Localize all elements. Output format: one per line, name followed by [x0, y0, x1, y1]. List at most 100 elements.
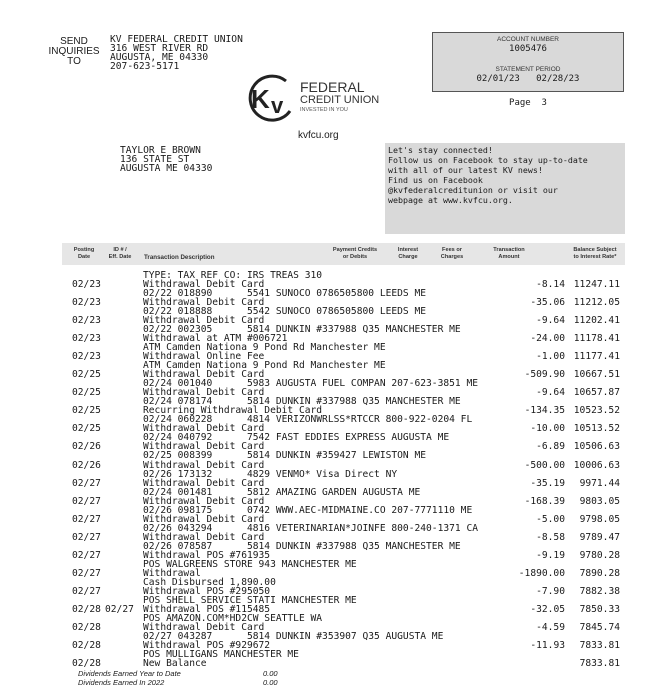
description-line2: 02/22 018890 5541 SUNOCO 0786505800 LEED… — [143, 288, 427, 299]
transaction-amount: -6.89 — [536, 441, 565, 453]
address-line: AUGUSTA, ME 04330 — [110, 52, 209, 63]
transaction-row: 02/23 Withdrawal Online Fee ATM Camden Nat… — [0, 351, 645, 372]
description-line1: Withdrawal POS #115485 — [143, 603, 271, 615]
description-line1: Withdrawal Debit Card — [143, 459, 265, 471]
balance: 10513.52 — [573, 423, 620, 435]
transaction-row: 02/28 02/27 Withdrawal POS #115485 POS AMAZ… — [0, 603, 645, 624]
description-line2: 02/24 060228 4814 VERIZONWRLSS*RTCCR 800… — [143, 414, 473, 426]
send-inquiries-line: INQUIRIES — [48, 46, 100, 57]
transaction-row: 02/26 Withdrawal Debit Card 02/25 008399 5… — [0, 441, 645, 462]
posting-date: 02/23 — [72, 279, 101, 290]
description-line1: Withdrawal Debit Card — [143, 369, 265, 381]
description-line1: Withdrawal POS #295050 — [143, 585, 271, 597]
posting-date: 02/28 — [72, 603, 101, 615]
effective-date: 02/27 — [105, 603, 134, 615]
description-line2: 02/24 001040 5983 AUGUSTA FUEL COMPAN 20… — [143, 378, 479, 390]
transaction-row: 02/27 Withdrawal POS #761935 POS WALGREENS… — [0, 549, 645, 570]
description-line2: ATM Camden Nationa 9 Pond Rd Manchester … — [143, 360, 386, 372]
transaction-row: 02/27 Withdrawal POS #295050 POS SHELL SER… — [0, 585, 645, 606]
transaction-amount: -8.14 — [536, 279, 565, 290]
address-line: 207-623-5171 — [110, 61, 180, 72]
dividend-row: Dividends Earned In 2022 0.00 — [78, 678, 278, 687]
transaction-row: 02/28 Withdrawal POS #929672 POS MULLIGANS… — [0, 640, 645, 660]
description-line2: POS MULLIGANS MANCHESTER ME — [143, 649, 299, 660]
transaction-row: 02/25 Withdrawal Debit Card 02/24 078174 5… — [0, 387, 645, 407]
transaction-row: 02/25 Withdrawal Debit Card 02/24 040792 7… — [0, 423, 645, 444]
balance: 10523.52 — [573, 405, 620, 417]
posting-date: 02/23 — [72, 333, 101, 345]
kv-logo: K v — [244, 73, 304, 125]
website-text: kvfcu.org — [298, 130, 339, 141]
col-balance: Balance Subject to Interest Rate* — [573, 247, 617, 260]
balance: 9803.05 — [579, 495, 620, 507]
balance: 10506.63 — [573, 441, 620, 453]
transaction-amount: -11.93 — [530, 640, 565, 651]
description-line2: POS AMAZON.COM*HD2CW SEATTLE WA — [143, 612, 323, 624]
posting-date: 02/28 — [72, 658, 101, 670]
description-line1: Withdrawal Debit Card — [143, 315, 265, 327]
description-line1: Withdrawal Debit Card — [143, 279, 265, 290]
posting-date: 02/28 — [72, 640, 101, 651]
message-line: Follow us on Facebook to stay up-to-date — [388, 155, 588, 165]
logo-federal: FEDERAL — [300, 79, 365, 95]
description-line2: 02/26 043294 4816 VETERINARIAN*JOINFE 80… — [143, 522, 479, 534]
col-amount: Transaction Amount — [493, 247, 525, 260]
logo-tagline: INVESTED IN YOU — [300, 107, 348, 113]
col-id-eff-date: ID # / Eff. Date — [108, 247, 132, 260]
transaction-row: 02/25 Recurring Withdrawal Debit Card 02/2… — [0, 405, 645, 426]
send-inquiries-label: SEND INQUIRIES TO — [48, 37, 100, 67]
balance: 7882.38 — [579, 585, 620, 597]
description-line2: Cash Disbursed 1,890.00 — [143, 576, 276, 588]
balance: 7850.33 — [579, 603, 620, 615]
transaction-amount: -168.39 — [524, 495, 565, 507]
description-line2: 02/27 043287 5814 DUNKIN #353907 Q35 AUG… — [143, 630, 444, 642]
message-line: Find us on Facebook — [388, 175, 483, 185]
description-line2: ATM Camden Nationa 9 Pond Rd Manchester … — [143, 342, 386, 354]
member-street: 136 STATE ST — [120, 154, 190, 165]
balance: 10657.87 — [573, 387, 620, 399]
balance: 10006.63 — [573, 459, 620, 471]
posting-date: 02/27 — [72, 567, 101, 579]
posting-date: 02/23 — [72, 351, 101, 363]
balance: 11247.11 — [573, 279, 620, 290]
transaction-amount: -134.35 — [524, 405, 565, 417]
account-number-label: ACCOUNT NUMBER — [497, 36, 559, 43]
posting-date: 02/26 — [72, 441, 101, 453]
transaction-amount: -500.00 — [524, 459, 565, 471]
description-line1: New Balance — [143, 658, 207, 670]
address-line: 316 WEST RIVER RD — [110, 43, 209, 54]
col-payment: Payment Credits or Debits — [332, 247, 378, 260]
transaction-row: 02/27 Withdrawal Debit Card 02/26 078587 5… — [0, 531, 645, 551]
address-line: KV FEDERAL CREDIT UNION — [110, 34, 243, 45]
description-line1: Withdrawal Online Fee — [143, 351, 265, 363]
posting-date: 02/27 — [72, 531, 101, 543]
col-fees: Fees or Charges — [440, 247, 464, 260]
transaction-row: 02/23 Withdrawal Debit Card 02/22 002305 5… — [0, 315, 645, 335]
balance: 7845.74 — [579, 621, 620, 633]
description-line1: Withdrawal Debit Card — [143, 531, 265, 543]
col-description: Transaction Description — [144, 254, 215, 261]
balance: 11178.41 — [573, 333, 620, 345]
description-line2: POS WALGREENS STORE 943 MANCHESTER ME — [143, 558, 357, 570]
transaction-amount: -5.00 — [536, 513, 565, 525]
posting-date: 02/25 — [72, 387, 101, 399]
description-line1: Withdrawal POS #929672 — [143, 640, 271, 651]
balance: 9789.47 — [579, 531, 620, 543]
message-line: Let's stay connected! — [388, 145, 493, 155]
balance: 9971.44 — [579, 477, 620, 489]
description-line2: 02/25 008399 5814 DUNKIN #359427 LEWISTO… — [143, 450, 427, 462]
transaction-row: 02/28 Withdrawal Debit Card 02/27 043287 5… — [0, 621, 645, 642]
description-line2: 02/24 040792 7542 FAST EDDIES EXPRESS AU… — [143, 432, 450, 444]
description-line2: 02/26 173132 4829 VENMO* Visa Direct NY — [143, 468, 398, 480]
send-inquiries-line: TO — [67, 56, 81, 67]
dividends-summary: Dividends Earned Year to Date 0.00 Divide… — [78, 669, 278, 687]
transaction-amount: -10.00 — [530, 423, 565, 435]
balance: 9780.28 — [579, 549, 620, 561]
description-line1: Withdrawal Debit Card — [143, 441, 265, 453]
message-line: with all of our latest KV news! — [388, 165, 543, 175]
posting-date: 02/28 — [72, 621, 101, 633]
balance: 10667.51 — [573, 369, 620, 381]
description-line1: Withdrawal at ATM #006721 — [143, 333, 288, 345]
description-line1: Withdrawal Debit Card — [143, 387, 265, 399]
posting-date: 02/27 — [72, 477, 101, 489]
